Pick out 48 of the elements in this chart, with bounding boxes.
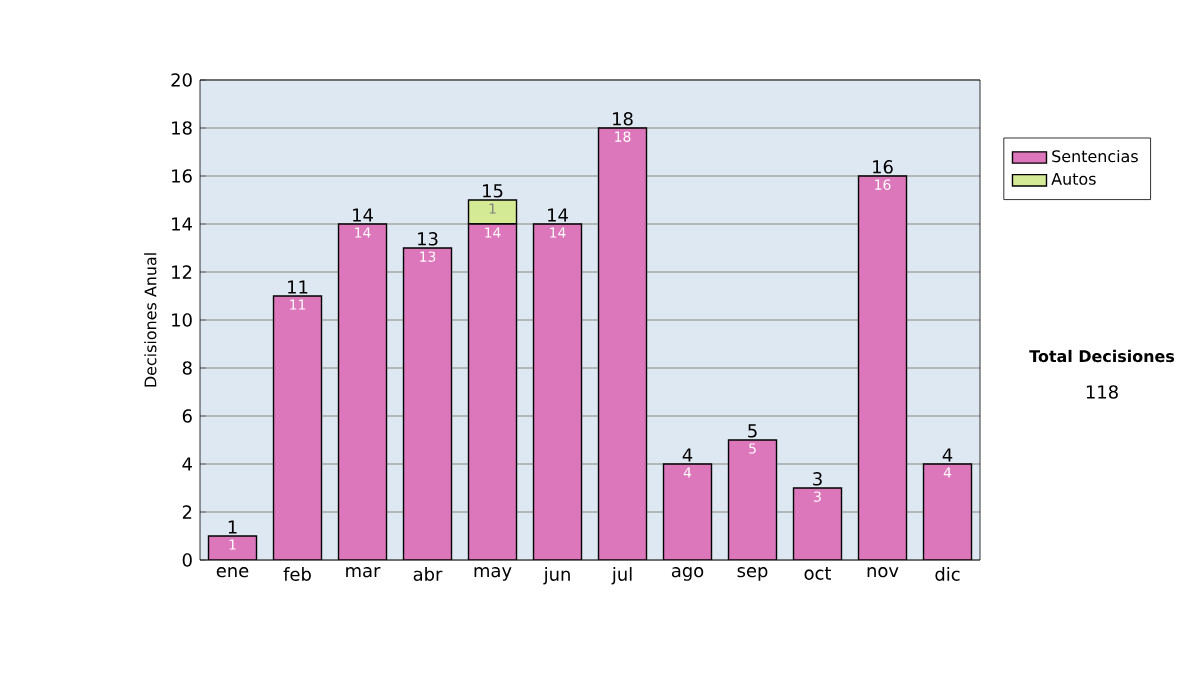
- total-label: 1: [228, 520, 237, 534]
- y-tick-label: 0: [182, 553, 192, 567]
- x-tick-label: nov: [867, 567, 899, 578]
- bar: [922, 463, 973, 560]
- total-label: 16: [873, 160, 893, 174]
- y-tick-label: 4: [182, 457, 192, 471]
- y-tick-label: 2: [182, 505, 192, 519]
- bar: [858, 176, 907, 560]
- bar: [468, 224, 517, 560]
- total-label: 4: [682, 448, 693, 462]
- x-tick-label: ago: [671, 567, 704, 581]
- y-tick-label: 6: [182, 409, 192, 423]
- x-tick-label: sep: [737, 567, 768, 581]
- bar: [598, 128, 647, 560]
- bar: [663, 464, 712, 560]
- x-tick-label: dic: [935, 567, 960, 581]
- x-tick-label: jul: [611, 567, 632, 585]
- total-label: 15: [483, 184, 503, 198]
- y-tick-label: 14: [172, 217, 192, 231]
- bar: [728, 440, 777, 560]
- x-tick-label: may: [474, 567, 512, 581]
- y-tick-label: 18: [172, 121, 192, 135]
- total-label: 11: [288, 280, 308, 294]
- y-tick-label: 8: [182, 361, 192, 375]
- bar: [403, 248, 452, 560]
- x-tick-label: feb: [283, 567, 311, 581]
- y-tick-label: 10: [172, 313, 192, 327]
- total-label: 5: [748, 424, 757, 438]
- total-label: 14: [353, 208, 373, 222]
- x-tick-label: oct: [804, 567, 832, 580]
- total-label: 4: [942, 448, 953, 462]
- text: 118: [1086, 385, 1118, 399]
- y-tick-label: 20: [171, 73, 192, 87]
- bar: [273, 296, 322, 560]
- x-tick-label: abr: [413, 567, 443, 581]
- total-label: 3: [813, 472, 822, 486]
- x-tick-label: mar: [346, 567, 381, 578]
- bar: [793, 488, 842, 560]
- x-tick-label: jun: [543, 567, 570, 585]
- total-label: 14: [548, 208, 568, 222]
- bar: [338, 224, 387, 560]
- bar: [467, 199, 518, 225]
- x-tick-label: ene: [216, 567, 249, 578]
- total-label: 13: [418, 232, 438, 246]
- y-tick-label: 16: [172, 169, 192, 183]
- bar: [533, 224, 582, 560]
- total-label: 18: [613, 112, 633, 126]
- y-tick-label: 12: [172, 265, 192, 279]
